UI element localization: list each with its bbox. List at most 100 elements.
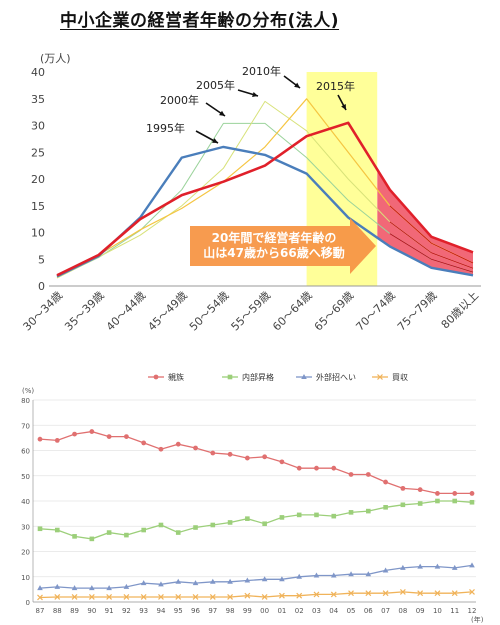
data-point (37, 585, 43, 591)
y-tick-label: 25 (31, 146, 45, 159)
series-label-2015年: 2015年 (316, 79, 355, 93)
data-point (279, 515, 285, 520)
data-point (261, 594, 268, 600)
data-point (417, 501, 423, 506)
arrow-head (212, 138, 218, 143)
x-tick-label: 07 (381, 607, 390, 615)
data-point (123, 583, 130, 589)
data-point (417, 487, 423, 493)
data-point (72, 431, 77, 437)
data-point (210, 578, 216, 584)
data-point (141, 527, 146, 533)
data-point (88, 594, 95, 600)
data-point (89, 429, 95, 434)
data-point (244, 592, 251, 599)
data-point (469, 562, 475, 568)
data-point (106, 585, 112, 591)
data-point (106, 530, 112, 535)
data-point (366, 508, 371, 514)
data-point (141, 440, 147, 446)
data-point (245, 516, 250, 521)
data-point (365, 571, 372, 577)
data-point (54, 583, 61, 589)
legend-label-外部招へい: 外部招へい (316, 372, 356, 382)
data-point (451, 590, 458, 597)
x-tick-label: 01 (277, 607, 286, 615)
data-point (400, 564, 406, 570)
data-point (175, 594, 182, 600)
data-point (452, 491, 458, 496)
x-axis-label: (年) (471, 615, 484, 624)
data-point (382, 567, 389, 573)
data-point (383, 479, 388, 485)
x-tick-label: 11 (450, 607, 459, 615)
y-tick-label: 80 (21, 397, 30, 405)
data-point (469, 588, 475, 595)
data-point (244, 455, 250, 461)
data-point (261, 576, 268, 582)
legend-label-親族: 親族 (168, 372, 184, 382)
x-tick-label: 08 (398, 607, 407, 615)
y-tick-label: 50 (21, 473, 30, 481)
data-point (244, 577, 251, 583)
x-tick-label: 88 (53, 607, 62, 615)
data-point (452, 498, 458, 504)
x-tick-label: 87 (36, 607, 45, 615)
y-tick-label: 60 (21, 448, 30, 456)
x-tick-label: 94 (156, 607, 165, 615)
data-point (54, 527, 60, 533)
data-point (348, 571, 354, 577)
annotation-text: 山は47歳から66歳へ移動 (203, 245, 344, 260)
x-tick-label: 10 (433, 607, 442, 615)
data-point (434, 563, 441, 569)
data-point (210, 522, 216, 528)
data-point (106, 434, 112, 440)
series-line-2015年 (56, 121, 474, 277)
data-point (451, 564, 458, 570)
data-point (124, 434, 129, 440)
data-point (158, 581, 164, 587)
data-point (348, 510, 354, 515)
data-point (37, 526, 43, 532)
annotation-text: 20年間で経営者年齢の (212, 230, 337, 245)
data-point (227, 374, 233, 380)
data-point (227, 520, 233, 525)
data-point (106, 594, 113, 600)
data-point (193, 525, 198, 530)
data-point (89, 585, 95, 591)
data-point (175, 530, 181, 535)
data-point (314, 512, 319, 518)
data-point (296, 592, 303, 599)
x-tick-label: 00 (260, 607, 269, 615)
data-point (37, 436, 43, 442)
x-tick-label: 89 (70, 607, 79, 615)
data-point (331, 513, 337, 519)
data-point (348, 590, 354, 597)
data-point (296, 465, 302, 471)
data-point (227, 451, 233, 457)
y-tick-label: 20 (31, 173, 45, 186)
x-tick-label: 92 (122, 607, 131, 615)
arrow-head (219, 110, 225, 116)
data-point (193, 445, 198, 451)
x-tick-label: 05 (347, 607, 356, 615)
x-tick-label: 03 (312, 607, 321, 615)
series-line-内部昇格 (39, 500, 473, 540)
data-point (331, 465, 337, 471)
y-tick-label: 35 (31, 93, 45, 106)
data-point (37, 594, 43, 601)
series-label-2005年: 2005年 (196, 78, 235, 92)
data-point (365, 472, 371, 477)
x-tick-label: 93 (139, 607, 148, 615)
data-point (296, 573, 302, 579)
series-line-外部招へい (39, 564, 473, 589)
data-point (435, 498, 440, 504)
data-point (348, 472, 354, 477)
arrow-head (252, 91, 258, 97)
data-point (158, 522, 164, 528)
data-point (140, 594, 147, 600)
page-title: 中小企業の経営者年齢の分布(法人) (60, 11, 340, 31)
data-point (89, 536, 95, 542)
series-label-2000年: 2000年 (160, 93, 199, 107)
